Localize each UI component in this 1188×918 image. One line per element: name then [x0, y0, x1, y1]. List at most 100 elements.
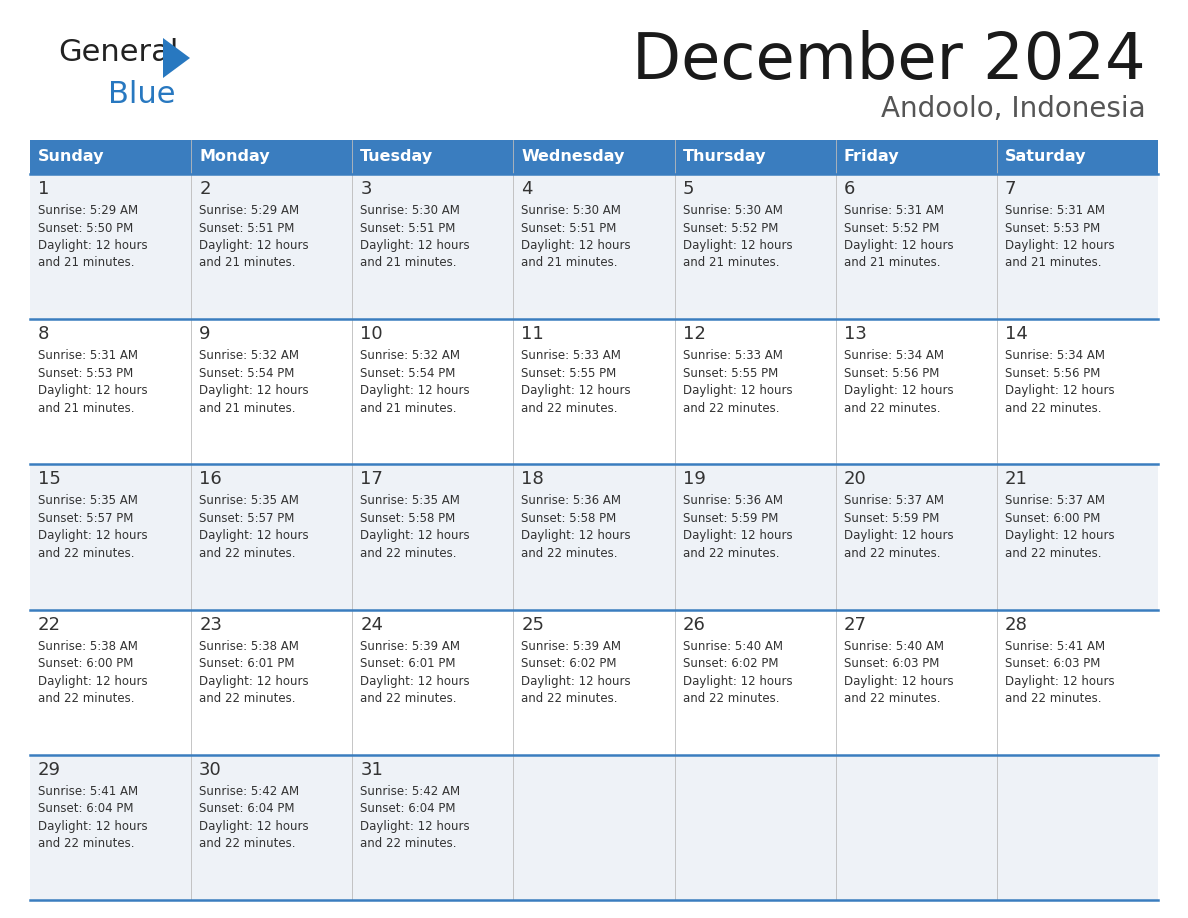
Text: Sunrise: 5:31 AM: Sunrise: 5:31 AM: [843, 204, 943, 217]
Text: Daylight: 12 hours: Daylight: 12 hours: [38, 385, 147, 397]
Text: 12: 12: [683, 325, 706, 343]
Text: and 21 minutes.: and 21 minutes.: [522, 256, 618, 270]
Text: 24: 24: [360, 616, 384, 633]
Text: and 22 minutes.: and 22 minutes.: [360, 837, 456, 850]
Text: 11: 11: [522, 325, 544, 343]
Text: 31: 31: [360, 761, 384, 778]
Text: Thursday: Thursday: [683, 150, 766, 164]
Text: 8: 8: [38, 325, 50, 343]
Text: 9: 9: [200, 325, 210, 343]
Text: General: General: [58, 38, 178, 67]
Text: Daylight: 12 hours: Daylight: 12 hours: [683, 239, 792, 252]
Text: and 22 minutes.: and 22 minutes.: [1005, 402, 1101, 415]
Text: Sunset: 6:00 PM: Sunset: 6:00 PM: [38, 657, 133, 670]
Text: Sunset: 5:52 PM: Sunset: 5:52 PM: [843, 221, 939, 234]
Text: Sunrise: 5:30 AM: Sunrise: 5:30 AM: [360, 204, 460, 217]
Text: 25: 25: [522, 616, 544, 633]
Text: Sunrise: 5:38 AM: Sunrise: 5:38 AM: [38, 640, 138, 653]
Text: Daylight: 12 hours: Daylight: 12 hours: [38, 530, 147, 543]
Text: Daylight: 12 hours: Daylight: 12 hours: [200, 385, 309, 397]
Text: Sunrise: 5:29 AM: Sunrise: 5:29 AM: [38, 204, 138, 217]
Text: Daylight: 12 hours: Daylight: 12 hours: [683, 385, 792, 397]
Bar: [675, 140, 835, 174]
Text: 15: 15: [38, 470, 61, 488]
Text: and 21 minutes.: and 21 minutes.: [843, 256, 940, 270]
Text: Daylight: 12 hours: Daylight: 12 hours: [38, 820, 147, 833]
Text: Sunset: 6:01 PM: Sunset: 6:01 PM: [200, 657, 295, 670]
Text: Sunrise: 5:31 AM: Sunrise: 5:31 AM: [38, 349, 138, 363]
Bar: [513, 140, 675, 174]
Text: 19: 19: [683, 470, 706, 488]
Text: and 22 minutes.: and 22 minutes.: [38, 692, 134, 705]
Text: and 22 minutes.: and 22 minutes.: [522, 547, 618, 560]
Text: Sunrise: 5:34 AM: Sunrise: 5:34 AM: [1005, 349, 1105, 363]
Text: Sunrise: 5:33 AM: Sunrise: 5:33 AM: [522, 349, 621, 363]
Bar: [835, 140, 997, 174]
Text: Sunrise: 5:39 AM: Sunrise: 5:39 AM: [522, 640, 621, 653]
Text: and 22 minutes.: and 22 minutes.: [522, 402, 618, 415]
Text: Sunrise: 5:35 AM: Sunrise: 5:35 AM: [200, 495, 299, 508]
Text: Sunset: 5:54 PM: Sunset: 5:54 PM: [200, 366, 295, 380]
Bar: [30, 174, 1158, 319]
Bar: [997, 140, 1158, 174]
Text: and 22 minutes.: and 22 minutes.: [360, 547, 456, 560]
Text: 30: 30: [200, 761, 222, 778]
Text: Daylight: 12 hours: Daylight: 12 hours: [522, 530, 631, 543]
Text: Daylight: 12 hours: Daylight: 12 hours: [200, 239, 309, 252]
Text: and 22 minutes.: and 22 minutes.: [1005, 547, 1101, 560]
Text: Sunrise: 5:41 AM: Sunrise: 5:41 AM: [1005, 640, 1105, 653]
Text: 10: 10: [360, 325, 383, 343]
Polygon shape: [163, 38, 190, 78]
Text: and 21 minutes.: and 21 minutes.: [200, 402, 296, 415]
Text: and 22 minutes.: and 22 minutes.: [200, 837, 296, 850]
Text: and 21 minutes.: and 21 minutes.: [38, 402, 134, 415]
Text: 13: 13: [843, 325, 866, 343]
Text: Sunset: 5:58 PM: Sunset: 5:58 PM: [360, 512, 455, 525]
Text: Sunset: 6:02 PM: Sunset: 6:02 PM: [522, 657, 617, 670]
Text: Sunset: 5:59 PM: Sunset: 5:59 PM: [843, 512, 939, 525]
Text: Sunset: 5:51 PM: Sunset: 5:51 PM: [200, 221, 295, 234]
Text: and 22 minutes.: and 22 minutes.: [522, 692, 618, 705]
Text: and 22 minutes.: and 22 minutes.: [843, 402, 940, 415]
Text: Sunset: 5:57 PM: Sunset: 5:57 PM: [200, 512, 295, 525]
Text: Sunset: 5:55 PM: Sunset: 5:55 PM: [522, 366, 617, 380]
Text: Sunrise: 5:38 AM: Sunrise: 5:38 AM: [200, 640, 299, 653]
Text: and 22 minutes.: and 22 minutes.: [360, 692, 456, 705]
Text: Sunrise: 5:33 AM: Sunrise: 5:33 AM: [683, 349, 783, 363]
Text: 7: 7: [1005, 180, 1017, 198]
Text: Daylight: 12 hours: Daylight: 12 hours: [683, 530, 792, 543]
Text: Daylight: 12 hours: Daylight: 12 hours: [843, 239, 953, 252]
Text: Sunrise: 5:35 AM: Sunrise: 5:35 AM: [38, 495, 138, 508]
Text: Sunset: 5:52 PM: Sunset: 5:52 PM: [683, 221, 778, 234]
Text: Sunset: 5:54 PM: Sunset: 5:54 PM: [360, 366, 456, 380]
Text: Daylight: 12 hours: Daylight: 12 hours: [522, 385, 631, 397]
Text: Sunrise: 5:35 AM: Sunrise: 5:35 AM: [360, 495, 460, 508]
Text: 21: 21: [1005, 470, 1028, 488]
Text: 26: 26: [683, 616, 706, 633]
Text: and 22 minutes.: and 22 minutes.: [200, 692, 296, 705]
Text: 4: 4: [522, 180, 533, 198]
Text: and 22 minutes.: and 22 minutes.: [38, 837, 134, 850]
Bar: [30, 140, 191, 174]
Text: December 2024: December 2024: [632, 30, 1146, 92]
Text: Daylight: 12 hours: Daylight: 12 hours: [360, 385, 470, 397]
Text: Sunset: 5:59 PM: Sunset: 5:59 PM: [683, 512, 778, 525]
Text: 1: 1: [38, 180, 50, 198]
Text: Tuesday: Tuesday: [360, 150, 434, 164]
Text: Sunset: 6:02 PM: Sunset: 6:02 PM: [683, 657, 778, 670]
Text: Sunrise: 5:40 AM: Sunrise: 5:40 AM: [843, 640, 943, 653]
Text: and 22 minutes.: and 22 minutes.: [843, 692, 940, 705]
Text: and 21 minutes.: and 21 minutes.: [360, 402, 456, 415]
Text: Daylight: 12 hours: Daylight: 12 hours: [1005, 239, 1114, 252]
Text: 23: 23: [200, 616, 222, 633]
Text: Sunrise: 5:34 AM: Sunrise: 5:34 AM: [843, 349, 943, 363]
Text: Sunset: 5:50 PM: Sunset: 5:50 PM: [38, 221, 133, 234]
Text: Daylight: 12 hours: Daylight: 12 hours: [843, 385, 953, 397]
Text: Sunset: 5:51 PM: Sunset: 5:51 PM: [522, 221, 617, 234]
Text: and 22 minutes.: and 22 minutes.: [683, 402, 779, 415]
Text: and 22 minutes.: and 22 minutes.: [200, 547, 296, 560]
Text: Sunrise: 5:37 AM: Sunrise: 5:37 AM: [843, 495, 943, 508]
Text: Daylight: 12 hours: Daylight: 12 hours: [360, 530, 470, 543]
Text: Daylight: 12 hours: Daylight: 12 hours: [360, 239, 470, 252]
Text: Sunrise: 5:32 AM: Sunrise: 5:32 AM: [200, 349, 299, 363]
